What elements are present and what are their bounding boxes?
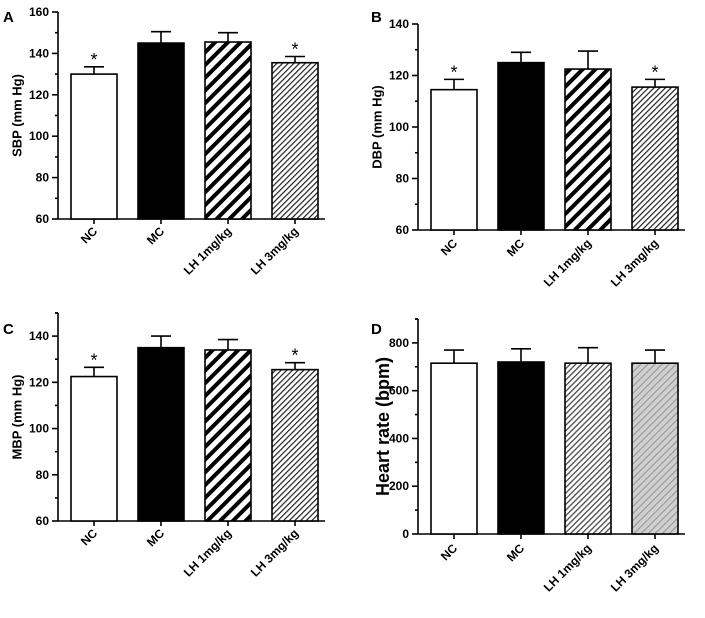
- x-tick-label: LH 3mg/kg: [248, 224, 301, 277]
- y-tick-label: 800: [389, 336, 409, 350]
- y-tick-label: 60: [36, 212, 50, 226]
- y-tick-label: 100: [29, 422, 49, 436]
- bar-nc: [430, 362, 478, 535]
- y-tick-label: 140: [29, 329, 49, 343]
- y-tick-label: 140: [389, 17, 409, 31]
- bar-mc: [497, 61, 545, 231]
- significance-marker: *: [291, 346, 298, 366]
- bar-lh-3mg-kg: [631, 86, 679, 231]
- x-tick-label: MC: [504, 541, 527, 564]
- x-tick-label: LH 1mg/kg: [541, 541, 594, 594]
- panel-a: A SBP (mm Hg) 60 80 100 120 140 160 * NC MC LH 1mg/…: [3, 5, 325, 277]
- x-tick-label: LH 3mg/kg: [608, 541, 661, 594]
- y-tick-label: 80: [36, 468, 50, 482]
- y-tick-label: 160: [29, 5, 49, 19]
- significance-marker: *: [90, 50, 97, 70]
- y-axis-label: DBP (mm Hg): [369, 85, 384, 169]
- panel-letter: A: [3, 9, 14, 26]
- bar-lh-3mg-kg: [271, 368, 319, 522]
- y-axis-label: Heart rate (bpm): [373, 357, 393, 496]
- panel-d: D Heart rate (bpm) 0 200 400 600 800 NC MC LH 1mg…: [371, 318, 685, 594]
- y-tick-label: 100: [389, 120, 409, 134]
- bar-lh-3mg-kg: [271, 61, 319, 220]
- bar-lh-1mg-kg: [564, 68, 612, 231]
- y-tick-label: 0: [402, 527, 409, 541]
- y-axis-label: SBP (mm Hg): [9, 74, 24, 157]
- bar-lh-3mg-kg: [631, 362, 679, 535]
- x-tick-label: MC: [144, 224, 167, 247]
- x-tick-label: LH 3mg/kg: [248, 526, 301, 579]
- x-tick-label: NC: [78, 526, 100, 548]
- y-tick-label: 600: [389, 384, 409, 398]
- panel-letter: C: [3, 321, 14, 338]
- x-tick-label: NC: [438, 236, 460, 258]
- x-tick-label: MC: [504, 236, 527, 259]
- y-tick-label: 120: [389, 69, 409, 83]
- y-tick-label: 200: [389, 479, 409, 493]
- significance-marker: *: [651, 62, 658, 82]
- y-tick-label: 80: [36, 171, 50, 185]
- y-tick-label: 120: [29, 375, 49, 389]
- bar-lh-1mg-kg: [564, 362, 612, 535]
- y-tick-label: 60: [396, 223, 410, 237]
- panel-b: B DBP (mm Hg) 60 80 100 120 140 * NC MC LH 1mg/kg *…: [369, 9, 685, 289]
- bar-mc: [137, 346, 185, 522]
- x-tick-label: MC: [144, 526, 167, 549]
- bar-nc: [430, 88, 478, 231]
- bar-lh-1mg-kg: [204, 349, 252, 522]
- x-tick-label: NC: [438, 541, 460, 563]
- y-tick-label: 140: [29, 46, 49, 60]
- y-tick-label: 60: [36, 514, 50, 528]
- y-axis-label: MBP (mm Hg): [9, 375, 24, 460]
- significance-marker: *: [90, 350, 97, 370]
- x-tick-label: LH 3mg/kg: [608, 236, 661, 289]
- bar-nc: [70, 73, 118, 220]
- panel-c: C MBP (mm Hg) 60 80 100 120 140 * NC MC LH 1mg/kg *…: [3, 312, 325, 579]
- significance-marker: *: [450, 62, 457, 82]
- x-tick-label: LH 1mg/kg: [181, 224, 234, 277]
- panel-letter: D: [371, 321, 382, 338]
- bar-mc: [137, 42, 185, 220]
- y-tick-label: 80: [396, 172, 410, 186]
- panel-letter: B: [371, 9, 382, 26]
- y-tick-label: 120: [29, 88, 49, 102]
- y-tick-label: 100: [29, 129, 49, 143]
- x-tick-label: NC: [78, 224, 100, 246]
- x-tick-label: LH 1mg/kg: [181, 526, 234, 579]
- bar-nc: [70, 375, 118, 522]
- y-tick-label: 400: [389, 431, 409, 445]
- significance-marker: *: [291, 40, 298, 60]
- bar-mc: [497, 361, 545, 535]
- bar-lh-1mg-kg: [204, 41, 252, 220]
- x-tick-label: LH 1mg/kg: [541, 236, 594, 289]
